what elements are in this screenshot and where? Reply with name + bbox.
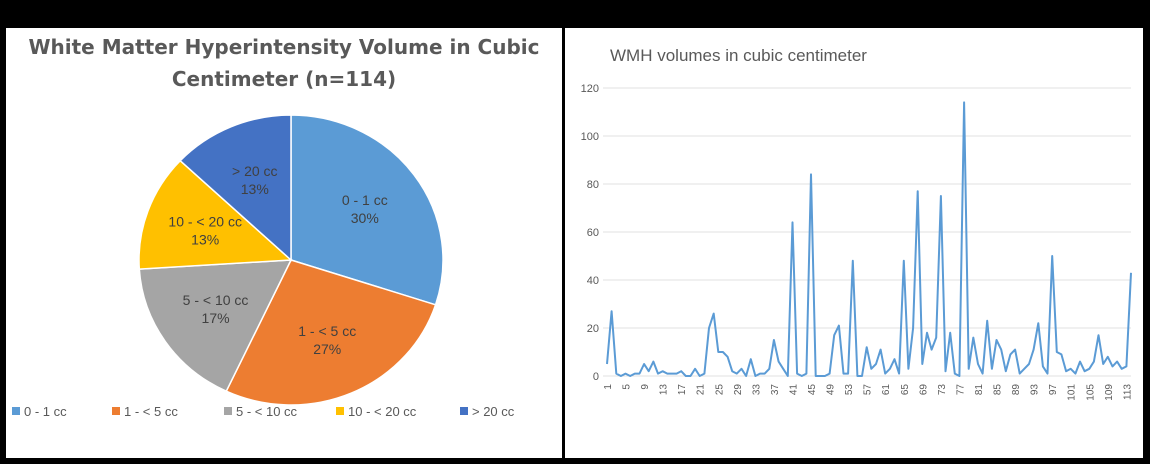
pie-slice-percent: 30% (351, 210, 379, 226)
pie-chart-title-line-1: White Matter Hyperintensity Volume in Cu… (28, 35, 540, 59)
line-chart: WMH volumes in cubic centimeter 0 20 40 60 8… (581, 46, 1134, 401)
x-tick-label: 109 (1104, 384, 1115, 401)
x-tick-label: 73 (937, 384, 948, 396)
legend-entry: > 20 cc (472, 404, 515, 419)
pie-slice-percent: 17% (202, 310, 230, 326)
y-tick-label: 20 (587, 323, 599, 335)
legend-entry: 1 - < 5 cc (124, 404, 178, 419)
y-tick-label: 80 (587, 179, 599, 191)
x-tick-label: 93 (1030, 384, 1041, 396)
pie-slice-percent: 13% (191, 232, 219, 248)
pie-slice-label: 1 - < 5 cc (298, 323, 356, 339)
legend-swatch (460, 407, 468, 415)
pie-slice (179, 114, 292, 262)
x-tick-label: 17 (677, 384, 688, 396)
pie-chart-panel: White Matter Hyperintensity Volume in Cu… (6, 28, 562, 458)
pie-slice-percent: 13% (241, 181, 269, 197)
y-tick-label: 120 (581, 83, 599, 95)
pie-slice (225, 259, 437, 406)
x-tick-label: 89 (1011, 384, 1022, 396)
x-tick-label: 25 (714, 384, 725, 396)
x-tick-label: 21 (696, 384, 707, 396)
pie-slice (290, 114, 444, 306)
legend-swatch (224, 407, 232, 415)
legend-entry: 0 - 1 cc (24, 404, 67, 419)
x-tick-label: 61 (881, 384, 892, 396)
x-tick-label: 85 (993, 384, 1004, 396)
x-tick-label: 9 (640, 384, 651, 390)
x-tick-label: 49 (826, 384, 837, 396)
x-tick-label: 69 (918, 384, 929, 396)
y-tick-label: 40 (587, 275, 599, 287)
pie-slice-percent: 27% (313, 341, 341, 357)
data-line (606, 101, 1132, 377)
legend-swatch (112, 407, 120, 415)
x-tick-label: 77 (955, 384, 966, 396)
x-tick-label: 81 (974, 384, 985, 396)
pie-slice-label: 0 - 1 cc (342, 192, 388, 208)
x-tick-label: 1 (603, 384, 614, 390)
legend-entry: 10 - < 20 cc (348, 404, 417, 419)
x-tick-label: 57 (863, 384, 874, 396)
x-tick-label: 105 (1085, 384, 1096, 401)
x-tick-label: 45 (807, 384, 818, 396)
line-chart-title: WMH volumes in cubic centimeter (610, 46, 867, 65)
legend-swatch (12, 407, 20, 415)
x-tick-label: 65 (900, 384, 911, 396)
x-tick-label: 53 (844, 384, 855, 396)
y-tick-label: 0 (593, 371, 599, 383)
legend-entry: 5 - < 10 cc (236, 404, 298, 419)
x-tick-label: 33 (751, 384, 762, 396)
x-tick-label: 13 (659, 384, 670, 396)
legend-swatch (336, 407, 344, 415)
line-chart-panel: WMH volumes in cubic centimeter 0 20 40 60 8… (565, 28, 1143, 458)
pie-slice-label: 10 - < 20 cc (168, 214, 242, 230)
x-tick-label: 41 (788, 384, 799, 396)
y-tick-label: 100 (581, 131, 599, 143)
x-tick-label: 29 (733, 384, 744, 396)
x-tick-label: 113 (1122, 384, 1133, 400)
pie-slice (138, 159, 293, 270)
pie-slice (138, 259, 293, 393)
y-tick-label: 60 (587, 227, 599, 239)
x-tick-label: 37 (770, 384, 781, 396)
x-tick-label: 5 (622, 384, 633, 390)
pie-slice-label: 5 - < 10 cc (183, 292, 249, 308)
x-tick-label: 101 (1067, 384, 1078, 401)
x-tick-label: 97 (1048, 384, 1059, 396)
pie-slice-label: > 20 cc (232, 163, 278, 179)
pie-chart: 0 - 1 cc 30% 1 - < 5 cc 27% 5 - < 10 cc 17% 10… (12, 114, 515, 419)
pie-chart-title-line-2: Centimeter (n=114) (171, 67, 397, 91)
